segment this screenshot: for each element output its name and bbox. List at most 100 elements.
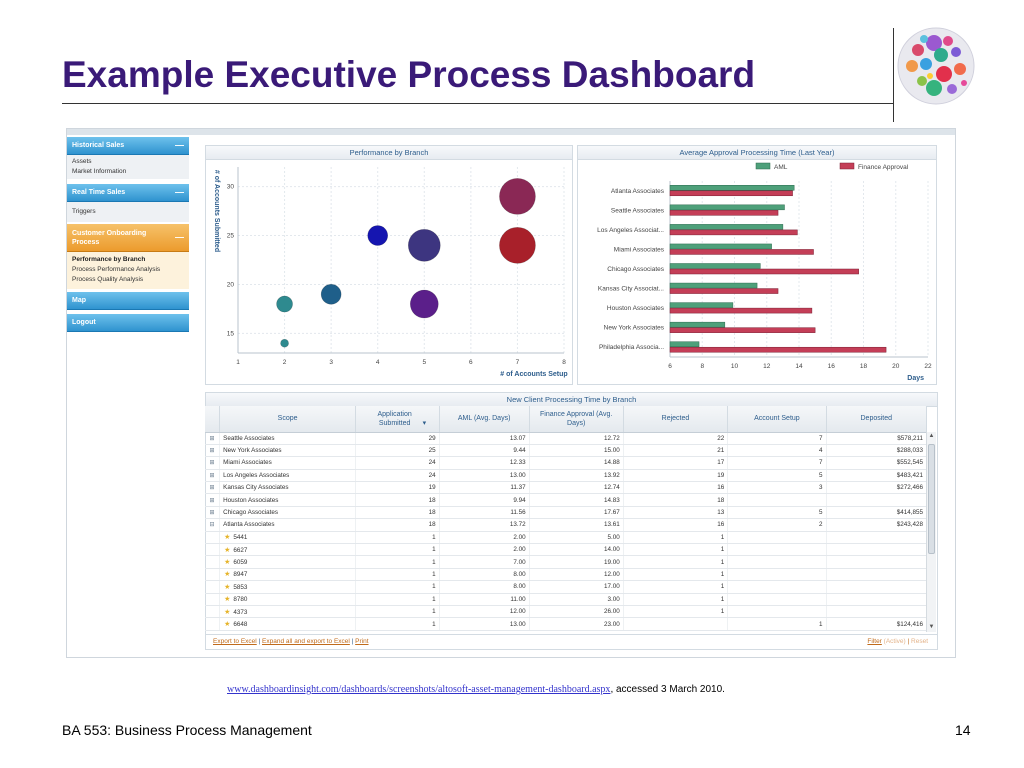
- bubble: [407, 229, 441, 262]
- sidebar-subitems: Triggers: [67, 202, 189, 222]
- column-header-rejected[interactable]: Rejected: [623, 406, 729, 433]
- cell-account-setup: 4: [727, 444, 827, 458]
- scroll-up-icon[interactable]: ▲: [928, 433, 935, 439]
- star-icon: ★: [224, 621, 231, 629]
- panel-title: Average Approval Processing Time (Last Y…: [578, 146, 936, 160]
- table-row[interactable]: ⊞ Kansas City Associates 19 11.37 12.74 16 3 $2…: [205, 481, 928, 495]
- cell-scope: Kansas City Associates: [219, 481, 357, 495]
- bar: [669, 302, 734, 308]
- table-row[interactable]: ★ 6059 1 7.00 19.00 1: [205, 555, 928, 569]
- sidebar-section-historical-sales[interactable]: Historical Sales —: [67, 137, 189, 155]
- table-footer: Export to Excel | Expand all and export …: [205, 634, 938, 648]
- column-header-scope[interactable]: Scope: [219, 406, 357, 433]
- scroll-down-icon[interactable]: ▼: [928, 624, 935, 630]
- table-row[interactable]: ⊞ Seattle Associates 29 13.07 12.72 22 7 $578,2…: [205, 432, 928, 445]
- cell-aml: 2.00: [439, 543, 530, 557]
- print-link[interactable]: Print: [355, 638, 369, 645]
- sidebar-item-assets[interactable]: Assets: [72, 158, 92, 165]
- sidebar-section-real-time-sales[interactable]: Real Time Sales —: [67, 184, 189, 202]
- sidebar-item-market-information[interactable]: Market Information: [72, 168, 127, 175]
- cell-deposited: $552,545: [826, 456, 928, 470]
- expand-toggle-icon[interactable]: ⊞: [205, 493, 221, 507]
- y-tick-label: 30: [227, 184, 235, 191]
- cell-submitted: 18: [355, 506, 440, 520]
- table-scrollbar[interactable]: ▲ ▼: [926, 432, 936, 632]
- panel-title: New Client Processing Time by Branch: [206, 393, 937, 407]
- collapse-icon[interactable]: —: [175, 232, 184, 242]
- cell-submitted: 18: [355, 493, 440, 507]
- child-id: 6059: [233, 559, 248, 567]
- expand-toggle-icon[interactable]: [205, 605, 221, 619]
- expand-toggle-icon[interactable]: ⊞: [205, 481, 221, 495]
- expand-toggle-icon[interactable]: ⊟: [205, 518, 221, 532]
- collapse-icon[interactable]: —: [175, 187, 184, 197]
- column-header-submitted[interactable]: Application Submitted ▾: [355, 406, 440, 433]
- cell-scope: Atlanta Associates: [219, 518, 357, 532]
- sidebar-item-process-quality[interactable]: Process Quality Analysis: [72, 276, 144, 283]
- cell-account-setup: [727, 605, 827, 619]
- y-tick-label: 15: [227, 330, 235, 337]
- table-row[interactable]: ★ 5441 1 2.00 5.00 1: [205, 531, 928, 545]
- cell-deposited: $288,033: [826, 444, 928, 458]
- category-label: Seattle Associates: [611, 207, 665, 214]
- collapse-icon[interactable]: —: [175, 140, 184, 150]
- expand-toggle-icon[interactable]: [205, 617, 221, 631]
- expand-toggle-icon[interactable]: ⊞: [205, 469, 221, 483]
- table-row[interactable]: ★ 8947 1 8.00 12.00 1: [205, 568, 928, 582]
- bar: [669, 268, 859, 275]
- cell-rejected: 1: [623, 531, 729, 545]
- star-icon: ★: [224, 534, 231, 542]
- sidebar-item-triggers[interactable]: Triggers: [72, 208, 96, 215]
- expand-toggle-icon[interactable]: [205, 555, 221, 569]
- bar: [669, 224, 784, 230]
- reset-link[interactable]: Reset: [911, 638, 928, 645]
- performance-by-branch-panel: Performance by Branch 1 2 3 4 5 6 7 8 15 20 25 30 # …: [205, 145, 573, 385]
- sidebar-section-logout[interactable]: Logout: [67, 314, 189, 332]
- column-header-deposited[interactable]: Deposited: [826, 406, 928, 433]
- table-row[interactable]: ⊞ Miami Associates 24 12.33 14.88 17 7 $552,545: [205, 456, 928, 470]
- expand-toggle-icon[interactable]: ⊞: [205, 506, 221, 520]
- expand-export-link[interactable]: Expand all and export to Excel: [262, 638, 350, 645]
- table-row[interactable]: ★ 8780 1 11.00 3.00 1: [205, 593, 928, 606]
- table-row[interactable]: ★ 6648 1 13.00 23.00 1 $124,416: [205, 617, 928, 631]
- table-row[interactable]: ⊞ Chicago Associates 18 11.56 17.67 13 5 $414,8…: [205, 506, 928, 520]
- column-header-finance[interactable]: Finance Approval (Avg. Days): [529, 406, 624, 433]
- source-link[interactable]: www.dashboardinsight.com/dashboards/scre…: [227, 684, 611, 695]
- sidebar-section-label: Logout: [72, 319, 96, 326]
- cell-submitted: 1: [355, 568, 440, 582]
- filter-link[interactable]: Filter: [867, 638, 882, 645]
- expand-toggle-icon[interactable]: [205, 543, 221, 557]
- x-axis-label: # of Accounts Setup: [500, 371, 567, 378]
- column-header-account-setup[interactable]: Account Setup: [727, 406, 827, 433]
- expand-toggle-icon[interactable]: [205, 568, 221, 582]
- cell-rejected: [623, 617, 729, 631]
- expand-toggle-icon[interactable]: [205, 580, 221, 594]
- expand-toggle-icon[interactable]: [205, 531, 221, 545]
- column-header-aml[interactable]: AML (Avg. Days): [439, 406, 530, 433]
- scrollbar-thumb[interactable]: [928, 444, 935, 554]
- table-row[interactable]: ⊞ Houston Associates 18 9.94 14.83 18: [205, 493, 928, 507]
- cell-submitted: 1: [355, 593, 440, 606]
- sidebar-section-label: Map: [72, 297, 86, 304]
- table-row[interactable]: ★ 6627 1 2.00 14.00 1: [205, 543, 928, 557]
- table-row[interactable]: ⊟ Atlanta Associates 18 13.72 13.61 16 2 $243,4…: [205, 518, 928, 532]
- table-row[interactable]: ⊞ Los Angeles Associates 24 13.00 13.92 19 5 $4…: [205, 469, 928, 483]
- expand-toggle-icon[interactable]: [205, 593, 221, 606]
- expand-toggle-icon[interactable]: ⊞: [205, 444, 221, 458]
- expand-toggle-icon[interactable]: ⊞: [205, 432, 221, 445]
- cell-scope: ★ 8780: [219, 593, 357, 606]
- sidebar-section-map[interactable]: Map: [67, 292, 189, 310]
- table-row[interactable]: ⊞ New York Associates 25 9.44 15.00 21 4 $288,0…: [205, 444, 928, 458]
- bar: [669, 229, 798, 236]
- expand-toggle-icon[interactable]: ⊞: [205, 456, 221, 470]
- sidebar-item-process-performance[interactable]: Process Performance Analysis: [72, 266, 161, 273]
- bar: [669, 210, 779, 216]
- sidebar-item-performance-by-branch[interactable]: Performance by Branch: [72, 256, 146, 263]
- cell-finance: 19.00: [529, 555, 624, 569]
- bubble-chart: 1 2 3 4 5 6 7 8 15 20 25 30 # of Accounts Setup # of …: [213, 167, 568, 378]
- filter-controls: Filter (Active) | Reset: [867, 638, 928, 645]
- sidebar-section-customer-onboarding[interactable]: Customer Onboarding Process —: [67, 224, 189, 252]
- table-row[interactable]: ★ 5853 1 8.00 17.00 1: [205, 580, 928, 594]
- table-row[interactable]: ★ 4373 1 12.00 26.00 1: [205, 605, 928, 619]
- export-excel-link[interactable]: Export to Excel: [213, 638, 257, 645]
